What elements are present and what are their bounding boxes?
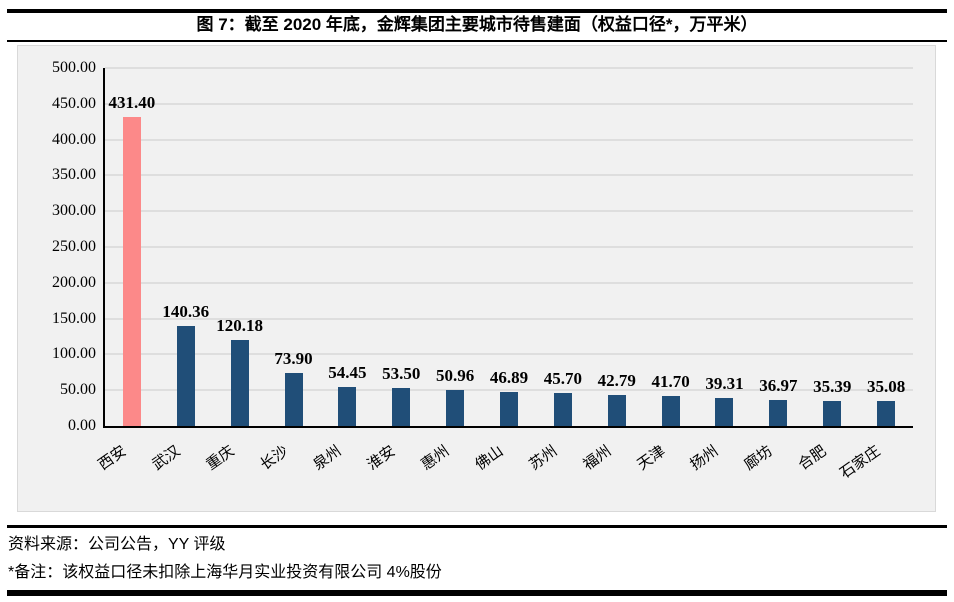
x-axis-category-label: 福州 — [580, 443, 615, 474]
x-axis-category-label: 合肥 — [795, 443, 830, 474]
x-axis-category-label: 泉州 — [311, 443, 345, 474]
bar-天津 — [661, 396, 680, 426]
bar-惠州 — [446, 389, 465, 426]
y-gridline — [105, 317, 913, 320]
bar-武汉 — [176, 325, 195, 426]
y-axis-tick-label: 200.00 — [52, 273, 96, 291]
source-note: 资料来源：公司公告，YY 评级 — [8, 536, 226, 553]
bar-value-label: 35.39 — [813, 376, 852, 396]
bar-value-label: 42.79 — [597, 371, 636, 391]
bar-长沙 — [284, 373, 303, 426]
y-gridline — [105, 281, 913, 284]
bar-value-label: 36.97 — [759, 375, 798, 395]
bar-重庆 — [230, 339, 249, 426]
y-axis-tick-label: 150.00 — [52, 309, 96, 327]
x-axis-category-label: 扬州 — [688, 443, 722, 474]
figure-title: 图 7：截至 2020 年底，金辉集团主要城市待售建面（权益口径*，万平米） — [196, 15, 758, 34]
bar-西安 — [122, 117, 141, 426]
y-axis-tick-label: 350.00 — [52, 166, 96, 184]
bar-佛山 — [500, 392, 518, 426]
x-axis-category-label: 佛山 — [472, 443, 507, 474]
bar-chart-plot-area: 0.00 50.00 100.00 150.00 200.00 250.00 300.00 3… — [18, 46, 935, 511]
y-gridline — [105, 174, 913, 177]
title-divider-rule — [7, 40, 947, 42]
bar-value-label: 50.96 — [436, 365, 475, 385]
y-axis-line — [103, 68, 105, 428]
bar-value-label: 431.40 — [108, 93, 156, 113]
y-axis-tick-label: 50.00 — [60, 381, 96, 399]
x-axis-category-label: 淮安 — [364, 443, 399, 474]
y-gridline — [105, 210, 913, 213]
y-gridline — [105, 138, 913, 141]
x-axis-category-label: 惠州 — [418, 443, 453, 474]
bar-value-label: 140.36 — [162, 301, 210, 321]
bar-value-label: 54.45 — [328, 363, 367, 382]
bar-合肥 — [823, 400, 842, 426]
y-axis-tick-label: 0.00 — [68, 417, 96, 434]
y-gridline — [105, 67, 913, 69]
y-axis-tick-label: 300.00 — [52, 202, 96, 220]
bar-value-label: 45.70 — [543, 369, 582, 389]
bar-石家庄 — [877, 400, 896, 426]
y-gridline — [105, 353, 913, 356]
bar-value-label: 35.08 — [866, 376, 906, 396]
footnote: *备注：该权益口径未扣除上海华月实业投资有限公司 4%股份 — [8, 564, 442, 581]
y-axis-tick-label: 100.00 — [52, 345, 96, 363]
bar-福州 — [607, 395, 626, 426]
bar-扬州 — [715, 397, 734, 426]
bar-value-label: 39.31 — [705, 373, 744, 393]
bottom-rule — [7, 590, 947, 596]
y-axis-tick-label: 400.00 — [52, 130, 96, 148]
x-axis-category-label: 石家庄 — [837, 443, 884, 483]
x-axis-category-label: 西安 — [95, 443, 130, 474]
x-axis-category-label: 武汉 — [149, 443, 184, 474]
x-axis-line — [103, 426, 913, 428]
y-gridline — [105, 102, 913, 105]
x-axis-category-label: 廊坊 — [742, 443, 776, 474]
bar-value-label: 46.89 — [489, 368, 529, 388]
bar-廊坊 — [769, 399, 788, 426]
bar-value-label: 73.90 — [274, 349, 313, 369]
bar-苏州 — [553, 393, 572, 426]
footer-divider-rule — [7, 525, 947, 528]
x-axis-category-label: 天津 — [634, 443, 669, 474]
top-rule — [7, 9, 947, 13]
bar-value-label: 53.50 — [382, 363, 421, 383]
y-axis-tick-label: 500.00 — [52, 59, 96, 76]
x-axis-category-label: 苏州 — [526, 443, 561, 474]
x-axis-category-label: 重庆 — [203, 443, 238, 474]
y-axis-tick-label: 250.00 — [52, 238, 96, 255]
x-axis-category-label: 长沙 — [257, 443, 292, 474]
bar-淮安 — [392, 387, 411, 426]
bar-value-label: 41.70 — [651, 372, 690, 392]
y-gridline — [105, 389, 913, 392]
y-axis-tick-label: 450.00 — [52, 94, 96, 112]
bar-泉州 — [338, 387, 357, 426]
bar-value-label: 120.18 — [216, 315, 264, 335]
y-gridline — [105, 246, 913, 248]
bar-chart-panel: 0.00 50.00 100.00 150.00 200.00 250.00 300.00 3… — [17, 45, 936, 512]
